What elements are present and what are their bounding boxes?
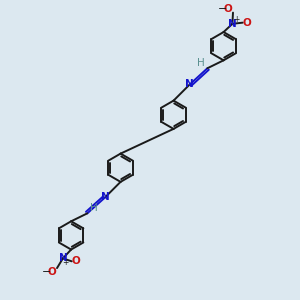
Text: N: N — [58, 254, 67, 263]
Text: N: N — [101, 192, 110, 202]
Text: O: O — [242, 18, 251, 28]
Text: O: O — [71, 256, 80, 266]
Text: N: N — [228, 19, 237, 29]
Text: H: H — [197, 58, 205, 68]
Text: −: − — [42, 267, 52, 277]
Text: +: + — [233, 15, 239, 24]
Text: O: O — [48, 267, 57, 277]
Text: O: O — [223, 4, 232, 14]
Text: N: N — [185, 80, 194, 89]
Text: +: + — [63, 258, 69, 267]
Text: −: − — [218, 4, 228, 14]
Text: H: H — [90, 203, 98, 213]
